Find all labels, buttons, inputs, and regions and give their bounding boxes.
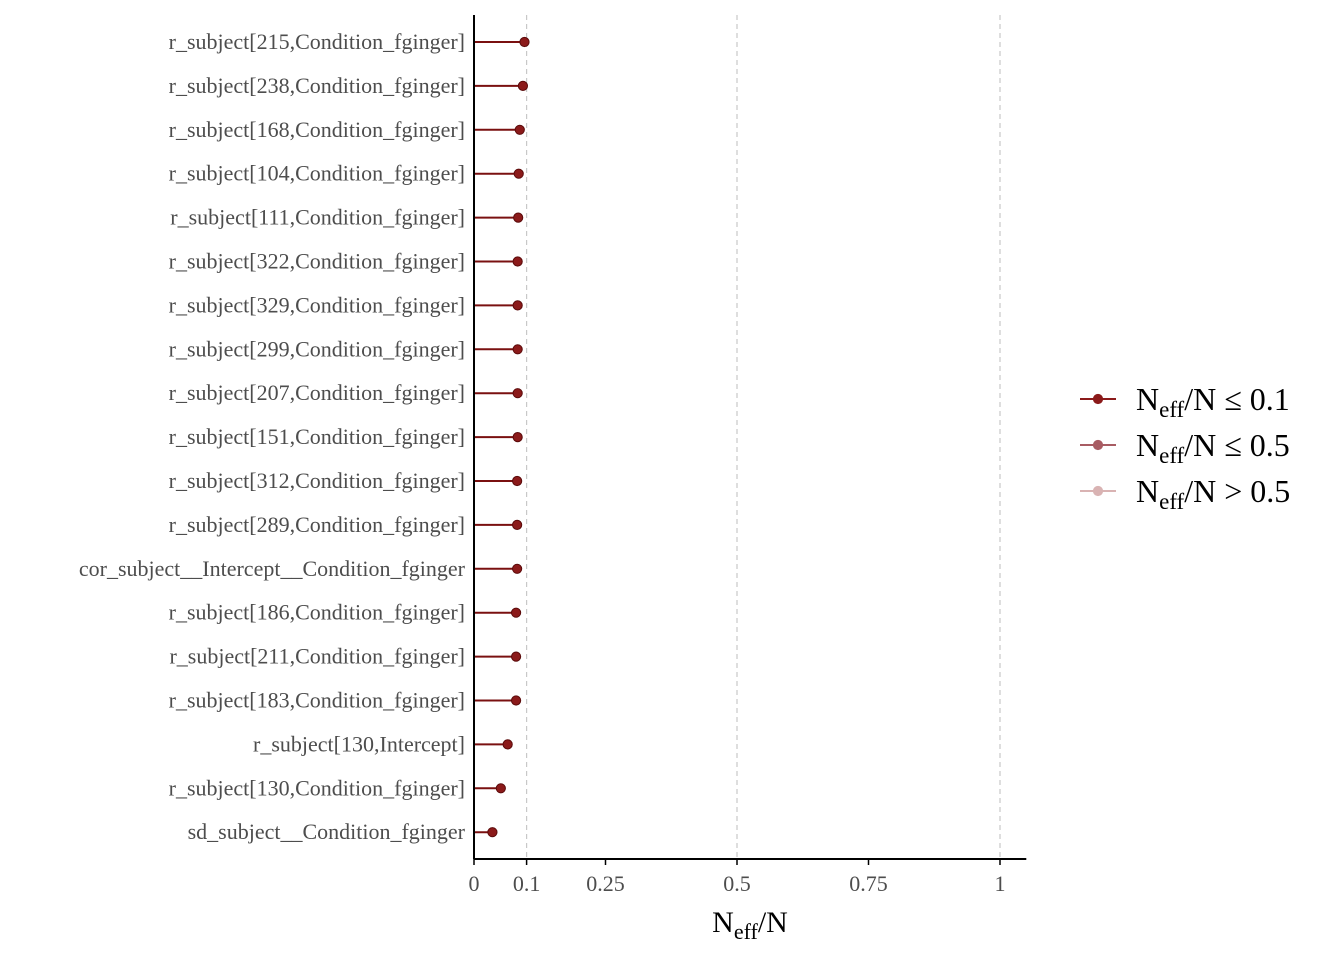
label-subscript: eff bbox=[1159, 397, 1184, 422]
reference-lines bbox=[525, 15, 1001, 859]
x-tick-label: 0.25 bbox=[586, 871, 625, 896]
y-axis-label: r_subject[168,Condition_fginger] bbox=[169, 117, 465, 142]
y-axis-label: r_subject[322,Condition_fginger] bbox=[169, 249, 465, 274]
lollipop-point bbox=[487, 827, 498, 838]
label-rest: /N bbox=[758, 906, 788, 939]
label-main: N bbox=[712, 906, 734, 939]
label-main: N bbox=[1136, 381, 1159, 417]
legend-key-point bbox=[1092, 439, 1104, 451]
lollipop-point bbox=[513, 168, 524, 179]
lollipop-point bbox=[514, 124, 525, 135]
y-axis-label: r_subject[289,Condition_fginger] bbox=[169, 512, 465, 537]
y-axis-label: cor_subject__Intercept__Condition_fginge… bbox=[79, 556, 466, 581]
legend-key-point bbox=[1092, 393, 1104, 405]
label-rest: /N > 0.5 bbox=[1184, 473, 1290, 509]
y-axis-label: r_subject[215,Condition_fginger] bbox=[169, 29, 465, 54]
lollipop-point bbox=[510, 695, 522, 706]
y-axis-label: r_subject[211,Condition_fginger] bbox=[169, 644, 465, 669]
lollipop-point bbox=[519, 36, 530, 48]
y-axis-label: r_subject[111,Condition_fginger] bbox=[170, 205, 465, 230]
y-axis-label: r_subject[183,Condition_fginger] bbox=[169, 688, 465, 713]
y-axis-label: r_subject[104,Condition_fginger] bbox=[169, 161, 465, 186]
y-axis-label: r_subject[329,Condition_fginger] bbox=[169, 292, 465, 317]
lollipop-point bbox=[512, 519, 523, 531]
label-main: N bbox=[1136, 427, 1159, 463]
y-axis-label: r_subject[186,Condition_fginger] bbox=[169, 600, 465, 625]
y-axis-label: r_subject[151,Condition_fginger] bbox=[169, 424, 465, 449]
legend-label: Neff/N ≤ 0.5 bbox=[1136, 427, 1290, 468]
lollipop-point bbox=[512, 475, 523, 487]
x-axis-title: Neff/N bbox=[712, 906, 788, 944]
legend-label: Neff/N > 0.5 bbox=[1136, 473, 1290, 514]
label-rest: /N ≤ 0.1 bbox=[1184, 381, 1290, 417]
x-tick-label: 0.1 bbox=[513, 871, 541, 896]
y-axis-label: r_subject[130,Condition_fginger] bbox=[169, 775, 465, 800]
label-rest: /N ≤ 0.5 bbox=[1184, 427, 1290, 463]
y-axis-label: r_subject[207,Condition_fginger] bbox=[169, 380, 465, 405]
label-subscript: eff bbox=[1159, 443, 1184, 468]
y-axis-label: r_subject[130,Intercept] bbox=[253, 731, 465, 756]
legend-label: Neff/N ≤ 0.1 bbox=[1136, 381, 1290, 422]
lollipop-point bbox=[512, 344, 523, 355]
lollipop-stems bbox=[474, 41, 525, 834]
lollipop-point bbox=[512, 388, 523, 399]
axes bbox=[473, 15, 1027, 860]
y-axis-label: sd_subject__Condition_fginger bbox=[188, 819, 466, 844]
label-subscript: eff bbox=[1159, 489, 1184, 514]
lollipop-point bbox=[512, 432, 523, 443]
lollipop-point bbox=[510, 651, 522, 662]
y-axis-label: r_subject[299,Condition_fginger] bbox=[169, 336, 465, 361]
lollipop-point bbox=[495, 783, 506, 794]
x-tick-label: 0.5 bbox=[723, 871, 751, 896]
lollipop-point bbox=[512, 256, 523, 267]
legend-key-point bbox=[1092, 485, 1104, 497]
label-main: N bbox=[1136, 473, 1159, 509]
lollipop-points bbox=[487, 36, 530, 838]
lollipop-point bbox=[512, 563, 523, 574]
x-tick-label: 0 bbox=[469, 871, 480, 896]
lollipop-point bbox=[502, 739, 513, 750]
y-axis-label: r_subject[238,Condition_fginger] bbox=[169, 73, 465, 98]
x-tick-label: 1 bbox=[995, 871, 1006, 896]
lollipop-point bbox=[510, 607, 522, 618]
label-subscript: eff bbox=[734, 919, 759, 944]
lollipop-point bbox=[517, 80, 529, 92]
lollipop-point bbox=[512, 300, 523, 311]
lollipop-point bbox=[513, 212, 524, 223]
y-axis-labels: r_subject[215,Condition_fginger] r_subjec… bbox=[79, 29, 466, 844]
y-axis-label: r_subject[312,Condition_fginger] bbox=[169, 468, 465, 493]
x-tick-label: 0.75 bbox=[849, 871, 888, 896]
x-axis-ticks: 0 0.1 0.25 0.5 0.75 1 bbox=[469, 859, 1006, 896]
